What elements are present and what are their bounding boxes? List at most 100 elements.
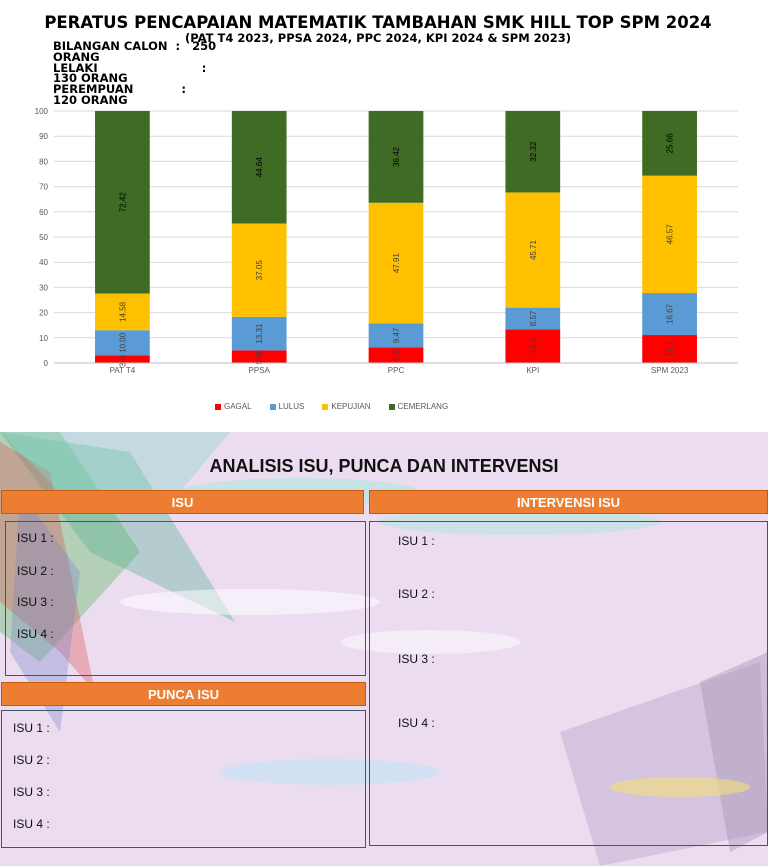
bar-segment-lulus [505,307,561,330]
data-label: 14.58 [118,301,127,322]
stats-line: 130 ORANG [53,71,128,86]
x-tick-label: PPSA [249,366,271,375]
bar-segment-cemerlang [95,111,150,294]
data-label: 6.2 [392,349,401,361]
data-label: 72.42 [118,192,127,213]
data-label: 9.47 [392,327,401,343]
bar-segment-kepujian [95,293,150,331]
y-tick-label: 90 [39,132,48,141]
bar-segment-cemerlang [505,111,561,193]
analysis-slide: ANALISIS ISU, PUNCA DAN INTERVENSI ISU I… [0,432,768,866]
isu-item: ISU 3 : [17,595,54,609]
data-label: 44.64 [255,157,264,178]
legend-swatch [322,403,329,410]
isu-item: ISU 4 : [17,627,54,641]
bar-segment-lulus [642,293,697,336]
punca-item: ISU 1 : [13,721,50,735]
intervensi-item: ISU 3 : [398,652,435,666]
y-tick-label: 80 [39,157,48,166]
data-label: 47.91 [392,253,401,274]
legend-label: KEPUJIAN [331,402,371,411]
data-label: 10.00 [118,332,127,353]
data-label: 32.32 [529,141,538,162]
punca-item: ISU 2 : [13,753,50,767]
data-label: 16.67 [666,303,675,324]
x-tick-label: PAT T4 [110,366,136,375]
candidate-stats: BILANGAN CALON : 250 ORANG LELAKI : 130 … [53,39,217,107]
data-label: 36.42 [392,146,401,167]
isu-item: ISU 2 : [17,564,54,578]
legend-item-cemerlang: CEMERLANG [388,402,449,411]
bar-segment-lulus [231,316,287,351]
x-tick-label: SPM 2023 [651,366,689,375]
legend-label: CEMERLANG [397,402,449,411]
intervensi-box: ISU 1 : ISU 2 : ISU 3 : ISU 4 : [369,521,768,846]
y-tick-label: 60 [39,208,48,217]
legend-label: LULUS [278,402,305,411]
data-label: 8.57 [529,310,538,326]
bar-segment-gagal [231,350,287,363]
punca-item: ISU 4 : [13,817,50,831]
stats-line: BILANGAN CALON : 250 [53,39,217,53]
y-tick-label: 20 [39,309,48,318]
data-label: 11.1 [666,341,675,357]
stats-line: LELAKI : [53,60,207,75]
legend-swatch [269,403,276,410]
bar-segment-lulus [95,330,150,356]
y-tick-label: 70 [39,183,48,192]
chart-slide: PERATUS PENCAPAIAN MATEMATIK TAMBAHAN SM… [0,0,768,432]
intervensi-item: ISU 2 : [398,587,435,601]
legend-swatch [388,403,395,410]
isu-header: ISU [1,490,364,514]
y-tick-label: 40 [39,258,48,267]
chart-legend: GAGAL LULUS KEPUJIAN CEMERLANG [215,402,448,411]
stats-line: PEREMPUAN : [53,82,187,97]
bar-segment-gagal [505,329,561,363]
data-label: 46.57 [666,224,675,245]
punca-box: ISU 1 : ISU 2 : ISU 3 : ISU 4 : [1,710,366,848]
bar-segment-gagal [368,347,424,363]
stats-line: 120 ORANG [53,92,128,107]
y-tick-label: 50 [39,233,48,242]
intervensi-item: ISU 1 : [398,534,435,548]
data-label: 13.31 [255,323,264,344]
bar-segment-kepujian [231,223,287,317]
x-tick-label: KPI [526,366,539,375]
isu-item: ISU 1 : [17,531,54,545]
y-tick-label: 10 [39,334,48,343]
intervensi-item: ISU 4 : [398,716,435,730]
legend-label: GAGAL [224,402,252,411]
legend-item-kepujian: KEPUJIAN [322,402,371,411]
data-label: 5.00 [255,348,264,364]
data-label: 45.71 [529,239,538,260]
bar-segment-kepujian [505,192,561,308]
bar-segment-lulus [368,323,424,348]
punca-header: PUNCA ISU [1,682,366,706]
bar-segment-gagal [95,355,150,363]
chart-title: PERATUS PENCAPAIAN MATEMATIK TAMBAHAN SM… [44,13,712,32]
data-label: 13.4 [529,338,538,354]
legend-item-gagal: GAGAL [215,402,252,411]
legend-swatch [215,403,221,410]
x-tick-label: PPC [388,366,405,375]
intervensi-header: INTERVENSI ISU [369,490,768,514]
chart-subtitle: (PAT T4 2023, PPSA 2024, PPC 2024, KPI 2… [185,31,571,45]
data-label: 37.05 [255,260,264,281]
y-tick-label: 30 [39,283,48,292]
analysis-title: ANALISIS ISU, PUNCA DAN INTERVENSI [209,456,559,476]
decorative-background [0,432,768,866]
isu-box: ISU 1 : ISU 2 : ISU 3 : ISU 4 : [5,521,366,676]
bar-segment-kepujian [642,175,697,294]
bar-segment-gagal [642,335,697,363]
bar-segment-cemerlang [368,111,424,203]
punca-item: ISU 3 : [13,785,50,799]
data-label: 3.00 [118,351,127,367]
bar-segment-kepujian [368,202,424,324]
legend-item-lulus: LULUS [269,402,305,411]
y-tick-label: 100 [35,107,49,116]
stats-line: ORANG [53,49,100,64]
bar-segment-cemerlang [642,111,697,176]
y-tick-label: 0 [44,359,49,368]
data-label: 25.66 [666,133,675,154]
